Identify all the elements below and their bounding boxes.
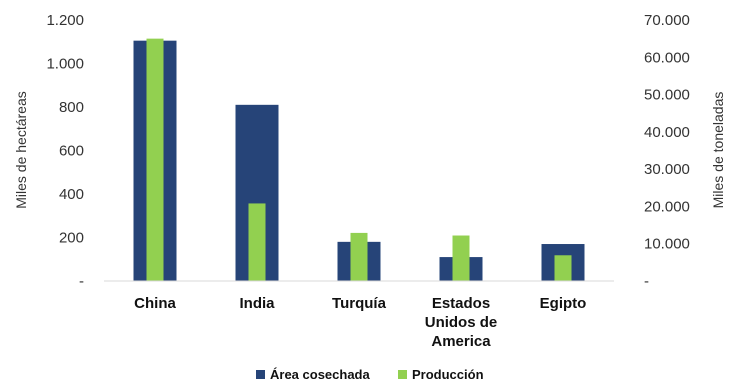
left-tick-label: 800 <box>59 99 84 116</box>
left-tick-label: 600 <box>59 143 84 160</box>
category-label: Turquía <box>332 295 387 312</box>
left-tick-label: 400 <box>59 186 84 203</box>
left-tick-label: - <box>79 273 84 290</box>
right-tick-label: - <box>644 273 649 290</box>
legend: Área cosechada Producción <box>256 367 484 382</box>
bar-produccion <box>248 203 266 281</box>
left-axis-ticks: - 200 400 600 800 1.000 1.200 <box>46 12 84 290</box>
category-label: Unidos de <box>425 314 498 331</box>
category-label: Estados <box>432 295 490 312</box>
legend-label: Área cosechada <box>270 367 370 382</box>
right-tick-label: 40.000 <box>644 124 690 141</box>
right-tick-label: 10.000 <box>644 236 690 253</box>
bar-produccion <box>452 235 470 281</box>
category-label: India <box>239 295 275 312</box>
category-label: Egipto <box>540 295 587 312</box>
right-tick-label: 70.000 <box>644 12 690 29</box>
bar-produccion <box>554 255 572 281</box>
legend-label: Producción <box>412 367 484 382</box>
left-axis-title: Miles de hectáreas <box>13 91 29 209</box>
category-label: China <box>134 295 176 312</box>
category-label: America <box>431 333 491 350</box>
left-tick-label: 200 <box>59 230 84 247</box>
legend-swatch <box>398 370 407 379</box>
bar-produccion <box>146 38 164 282</box>
right-tick-label: 20.000 <box>644 198 690 215</box>
bars <box>133 38 585 282</box>
legend-swatch <box>256 370 265 379</box>
right-axis-ticks: - 10.000 20.000 30.000 40.000 50.000 60.000 70.… <box>644 12 690 290</box>
right-tick-label: 30.000 <box>644 161 690 178</box>
right-tick-label: 60.000 <box>644 49 690 66</box>
right-axis-title: Miles de toneladas <box>710 92 726 209</box>
left-tick-label: 1.000 <box>46 56 84 73</box>
right-tick-label: 50.000 <box>644 87 690 104</box>
category-labels: China India Turquía Estados Unidos de America… <box>134 295 586 350</box>
left-tick-label: 1.200 <box>46 12 84 29</box>
bar-produccion <box>350 232 368 281</box>
